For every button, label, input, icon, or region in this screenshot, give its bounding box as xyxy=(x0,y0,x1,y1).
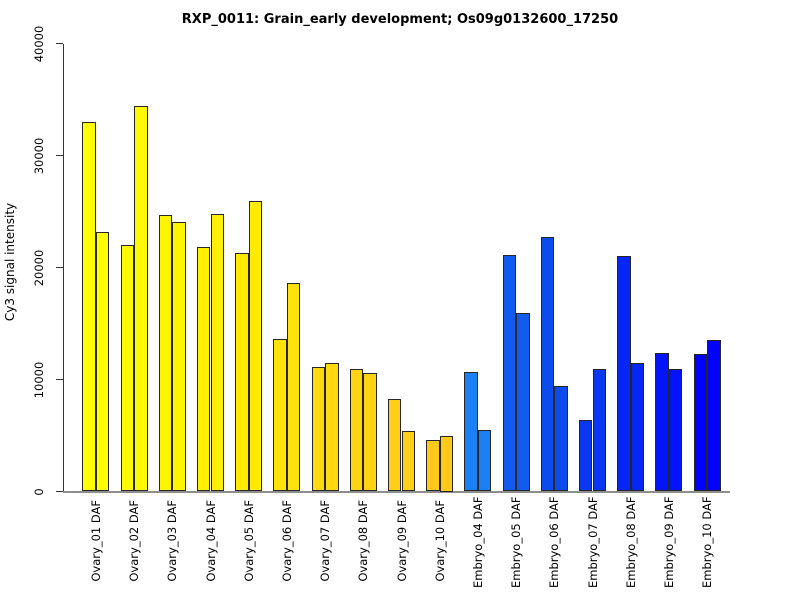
y-tick xyxy=(56,43,63,44)
bar xyxy=(158,214,173,492)
bar xyxy=(540,237,555,492)
bar xyxy=(325,362,339,492)
bar xyxy=(630,362,645,492)
x-axis-group-label: Ovary_02 DAF xyxy=(127,500,142,582)
y-tick xyxy=(56,491,63,492)
x-axis-group-label: Ovary_01 DAF xyxy=(88,500,103,582)
bar xyxy=(464,371,478,492)
y-axis-line xyxy=(63,43,64,492)
bar xyxy=(426,439,440,492)
bar xyxy=(387,398,402,492)
y-axis-label: Cy3 signal intensity xyxy=(3,202,17,322)
x-axis-group-label: Embryo_09 DAF xyxy=(661,496,676,588)
bar xyxy=(516,313,530,492)
bar xyxy=(311,367,326,492)
bar xyxy=(655,352,669,492)
bar xyxy=(273,339,287,492)
bar xyxy=(196,247,211,492)
bar xyxy=(248,201,263,492)
x-axis-group-label: Ovary_04 DAF xyxy=(203,500,218,582)
bar xyxy=(554,386,568,492)
y-tick xyxy=(56,155,63,156)
bar xyxy=(477,429,492,492)
y-tick xyxy=(56,379,63,380)
bar xyxy=(707,340,721,492)
x-axis-group-label: Embryo_04 DAF xyxy=(470,496,485,588)
bar xyxy=(439,435,454,492)
bar xyxy=(693,353,708,492)
x-axis-group-label: Ovary_10 DAF xyxy=(432,500,447,582)
y-tick-label: 30000 xyxy=(32,137,46,174)
x-axis-group-label: Ovary_07 DAF xyxy=(318,500,333,582)
x-axis-group-label: Embryo_05 DAF xyxy=(509,496,524,588)
chart-title: RXP_0011: Grain_early development; Os09g… xyxy=(181,12,619,27)
x-axis-group-label: Ovary_08 DAF xyxy=(356,500,371,582)
x-axis-group-label: Ovary_06 DAF xyxy=(279,500,294,582)
y-tick xyxy=(56,267,63,268)
x-axis-baseline xyxy=(63,490,730,493)
x-axis-group-label: Embryo_08 DAF xyxy=(623,496,638,588)
x-axis-group-label: Ovary_09 DAF xyxy=(394,500,409,582)
bar xyxy=(363,372,377,492)
bar xyxy=(502,255,517,492)
x-axis-group-label: Embryo_06 DAF xyxy=(547,496,562,588)
bar xyxy=(349,369,364,492)
bar xyxy=(617,256,631,492)
bar xyxy=(210,213,225,492)
bar xyxy=(95,231,110,492)
x-axis-group-label: Ovary_05 DAF xyxy=(241,500,256,582)
bar xyxy=(286,283,301,492)
y-tick-label: 40000 xyxy=(32,25,46,62)
bar xyxy=(668,369,683,492)
x-axis-group-label: Embryo_07 DAF xyxy=(585,496,600,588)
bar xyxy=(82,121,96,492)
bar xyxy=(235,252,249,492)
y-tick-label: 0 xyxy=(32,487,46,496)
bar xyxy=(578,419,593,492)
x-axis-group-label: Ovary_03 DAF xyxy=(165,500,180,582)
x-axis-group-label: Embryo_10 DAF xyxy=(700,496,715,588)
bar xyxy=(172,221,186,492)
bar xyxy=(120,245,135,492)
bar xyxy=(134,106,148,492)
bar xyxy=(401,431,416,492)
bar xyxy=(592,369,607,492)
y-tick-label: 10000 xyxy=(32,361,46,398)
y-tick-label: 20000 xyxy=(32,249,46,286)
